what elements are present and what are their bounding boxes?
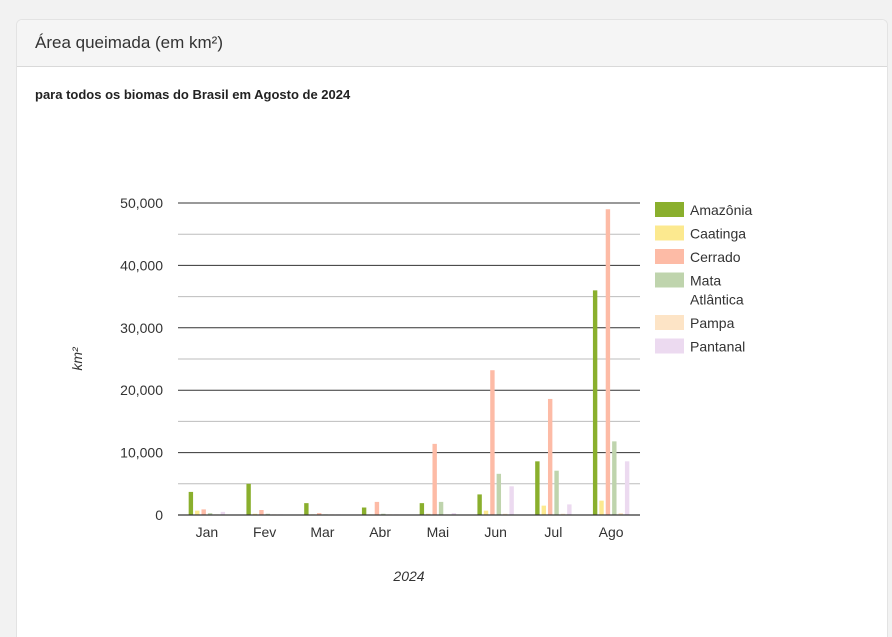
bar: [592, 290, 598, 515]
legend-label: Amazônia: [690, 202, 752, 218]
bar: [554, 470, 559, 515]
bar: [201, 509, 206, 515]
legend-label: Mata: [690, 273, 721, 289]
bar: [188, 491, 194, 515]
bar: [560, 513, 566, 515]
legend-label: Pantanal: [690, 339, 745, 355]
bar: [503, 513, 508, 515]
bar: [207, 513, 213, 515]
bar: [612, 441, 617, 515]
bar: [419, 503, 425, 515]
x-tick-label: Mar: [310, 524, 334, 540]
legend-swatch: [655, 315, 684, 330]
bar: [509, 486, 514, 515]
y-tick-label: 40,000: [120, 257, 163, 273]
bar: [599, 500, 604, 515]
bar: [316, 513, 322, 515]
bar: [451, 513, 457, 515]
chart-card: Área queimada (em km²) para todos os bio…: [16, 19, 888, 637]
bar: [477, 494, 482, 515]
y-tick-label: 50,000: [120, 195, 163, 211]
legend-label: Cerrado: [690, 249, 741, 265]
x-tick-label: Jun: [484, 524, 507, 540]
legend-swatch: [655, 202, 684, 217]
bar: [535, 461, 540, 515]
bar: [259, 510, 264, 515]
bar: [304, 503, 309, 515]
x-tick-label: Mai: [427, 524, 450, 540]
bar: [618, 513, 623, 515]
legend-swatch: [655, 249, 684, 264]
bar: [426, 513, 431, 515]
legend-swatch: [655, 225, 684, 241]
bar: [432, 443, 437, 515]
chart-subtitle: para todos os biomas do Brasil em Agosto…: [35, 87, 351, 102]
legend-label: Pampa: [690, 315, 735, 331]
legend-label: Caatinga: [690, 226, 746, 242]
bar: [381, 513, 386, 515]
card-title: Área queimada (em km²): [35, 33, 224, 52]
y-tick-label: 10,000: [120, 445, 163, 461]
legend-swatch: [655, 338, 684, 354]
bar: [195, 510, 200, 515]
x-tick-label: Ago: [599, 524, 624, 540]
bar: [483, 510, 489, 515]
bar: [605, 209, 611, 516]
bar: [246, 483, 251, 515]
bar: [265, 513, 271, 515]
bar: [541, 505, 546, 515]
y-tick-label: 30,000: [120, 320, 163, 336]
bar: [547, 398, 553, 515]
legend-label: Atlântica: [690, 292, 744, 308]
bar: [361, 507, 367, 515]
y-axis-label: km²: [69, 346, 85, 371]
x-axis-label: 2024: [392, 568, 424, 584]
card-header: Área queimada (em km²): [17, 20, 887, 67]
bar: [374, 501, 380, 515]
bar: [567, 504, 572, 515]
x-tick-label: Abr: [369, 524, 391, 540]
bar: [252, 513, 258, 515]
x-tick-label: Jul: [544, 524, 562, 540]
bar: [490, 370, 495, 515]
bar: [496, 473, 502, 515]
y-tick-label: 20,000: [120, 382, 163, 398]
x-tick-label: Jan: [196, 524, 219, 540]
y-tick-label: 0: [155, 507, 163, 523]
legend-swatch: [655, 272, 684, 288]
bar: [220, 511, 226, 515]
bar: [438, 501, 444, 515]
bar: [624, 461, 630, 515]
x-tick-label: Fev: [253, 524, 276, 540]
